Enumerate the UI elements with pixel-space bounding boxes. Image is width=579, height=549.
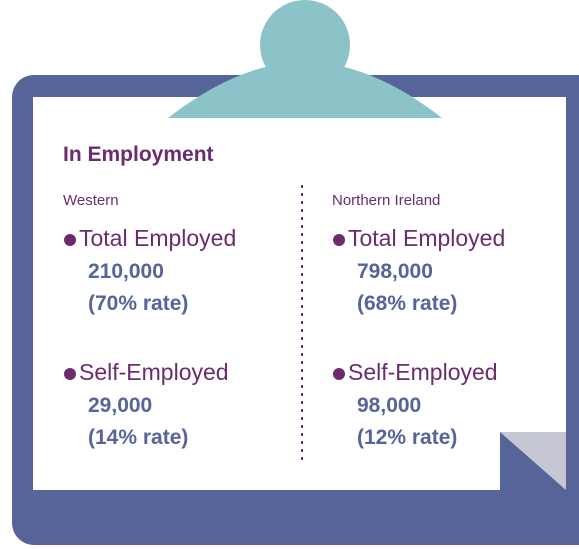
item-rate: (68% rate): [357, 292, 458, 315]
item-label: Self-Employed: [348, 359, 498, 385]
title: In Employment: [63, 143, 214, 166]
item-value: 210,000: [88, 260, 164, 283]
item-value: 798,000: [357, 260, 433, 283]
region: Western: [63, 192, 119, 209]
region: Northern Ireland: [332, 192, 441, 209]
item-label: Self-Employed: [79, 359, 229, 385]
item-label: Total Employed: [348, 225, 506, 251]
bullet: [64, 368, 76, 380]
bullet: [333, 234, 345, 246]
item-rate: (12% rate): [357, 426, 458, 449]
item-rate: (14% rate): [88, 426, 189, 449]
bullet: [333, 368, 345, 380]
item-value: 98,000: [357, 394, 422, 417]
item-value: 29,000: [88, 394, 153, 417]
corner-shadow: [500, 432, 566, 490]
item-rate: (70% rate): [88, 292, 189, 315]
clip-base: [168, 62, 442, 118]
paper: [33, 97, 566, 490]
bullet: [64, 234, 76, 246]
item-label: Total Employed: [79, 225, 237, 251]
